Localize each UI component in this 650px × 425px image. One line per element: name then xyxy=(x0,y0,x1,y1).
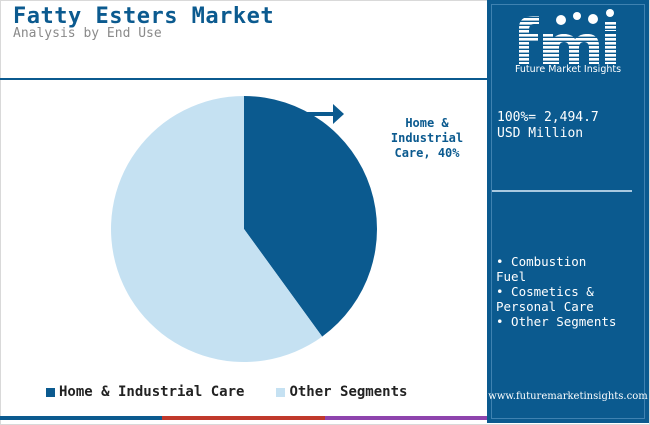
legend-label: Other Segments xyxy=(289,384,408,400)
pie-slice-home-industrial-care xyxy=(244,96,378,337)
bottom-bar-segment xyxy=(162,416,325,420)
website-url: www.futuremarketinsights.com xyxy=(488,391,648,402)
chart-legend: Home & Industrial Care Other Segments xyxy=(46,384,439,400)
market-total: 100%= 2,494.7 USD Million xyxy=(497,110,599,141)
chart-title: Fatty Esters Market xyxy=(13,4,275,29)
fmi-logo-icon xyxy=(519,9,616,64)
legend-label: Home & Industrial Care xyxy=(59,384,245,400)
list-item: • Cosmetics & Personal Care xyxy=(496,284,594,314)
header-divider xyxy=(0,78,487,80)
pie-chart xyxy=(111,96,378,362)
pie-slice-other-segments xyxy=(111,96,323,362)
legend-item-home-industrial-care: Home & Industrial Care xyxy=(46,384,244,400)
legend-item-other-segments: Other Segments xyxy=(276,384,407,400)
logo-wordmark: Future Market Insights xyxy=(514,64,622,75)
list-item: • Other Segments xyxy=(496,314,617,329)
bottom-bar-segment xyxy=(324,416,487,420)
panel-border xyxy=(491,4,645,419)
slice-label-home-industrial-care: Home & Industrial Care, 40% xyxy=(390,116,464,160)
bottom-color-bar xyxy=(0,416,487,420)
other-segments-list: • Combustion Fuel • Cosmetics & Personal C… xyxy=(496,254,616,329)
callout-arrow-head xyxy=(333,104,344,124)
legend-swatch xyxy=(276,387,286,397)
bottom-bar-segment xyxy=(0,416,163,420)
list-item: • Combustion Fuel xyxy=(496,254,587,284)
legend-swatch xyxy=(46,387,55,397)
panel-divider xyxy=(492,190,632,192)
info-panel: Future Market Insights 100%= 2,494.7 USD… xyxy=(487,0,649,423)
chart-subtitle: Analysis by End Use xyxy=(13,26,162,41)
